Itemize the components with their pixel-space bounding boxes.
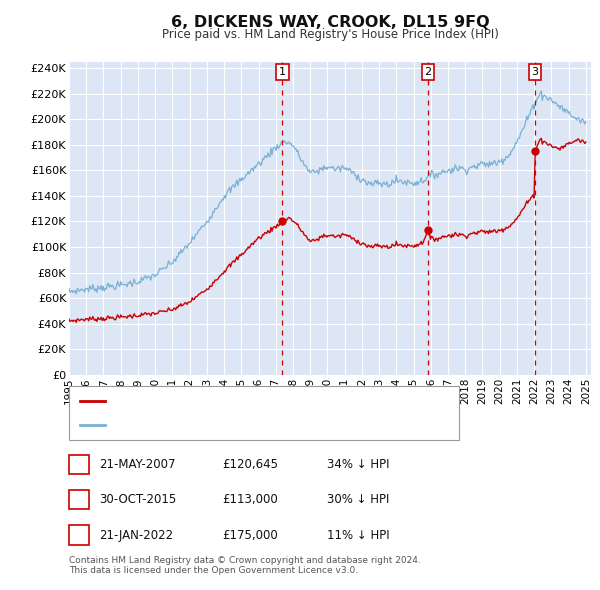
Text: 2: 2 bbox=[424, 67, 431, 77]
Text: £113,000: £113,000 bbox=[222, 493, 278, 506]
Text: 1: 1 bbox=[279, 67, 286, 77]
Text: 21-MAY-2007: 21-MAY-2007 bbox=[99, 458, 176, 471]
Text: £120,645: £120,645 bbox=[222, 458, 278, 471]
Text: 2: 2 bbox=[75, 493, 83, 506]
Text: Price paid vs. HM Land Registry's House Price Index (HPI): Price paid vs. HM Land Registry's House … bbox=[161, 28, 499, 41]
Text: 30-OCT-2015: 30-OCT-2015 bbox=[99, 493, 176, 506]
Text: 6, DICKENS WAY, CROOK, DL15 9FQ (detached house): 6, DICKENS WAY, CROOK, DL15 9FQ (detache… bbox=[111, 396, 407, 406]
Text: 6, DICKENS WAY, CROOK, DL15 9FQ: 6, DICKENS WAY, CROOK, DL15 9FQ bbox=[170, 15, 490, 30]
Text: 11% ↓ HPI: 11% ↓ HPI bbox=[327, 529, 389, 542]
Text: 3: 3 bbox=[532, 67, 539, 77]
Text: 34% ↓ HPI: 34% ↓ HPI bbox=[327, 458, 389, 471]
Text: £175,000: £175,000 bbox=[222, 529, 278, 542]
Text: 21-JAN-2022: 21-JAN-2022 bbox=[99, 529, 173, 542]
Text: HPI: Average price, detached house, County Durham: HPI: Average price, detached house, Coun… bbox=[111, 420, 400, 430]
Text: 1: 1 bbox=[75, 458, 83, 471]
Text: 3: 3 bbox=[75, 529, 83, 542]
Text: 30% ↓ HPI: 30% ↓ HPI bbox=[327, 493, 389, 506]
Text: Contains HM Land Registry data © Crown copyright and database right 2024.
This d: Contains HM Land Registry data © Crown c… bbox=[69, 556, 421, 575]
